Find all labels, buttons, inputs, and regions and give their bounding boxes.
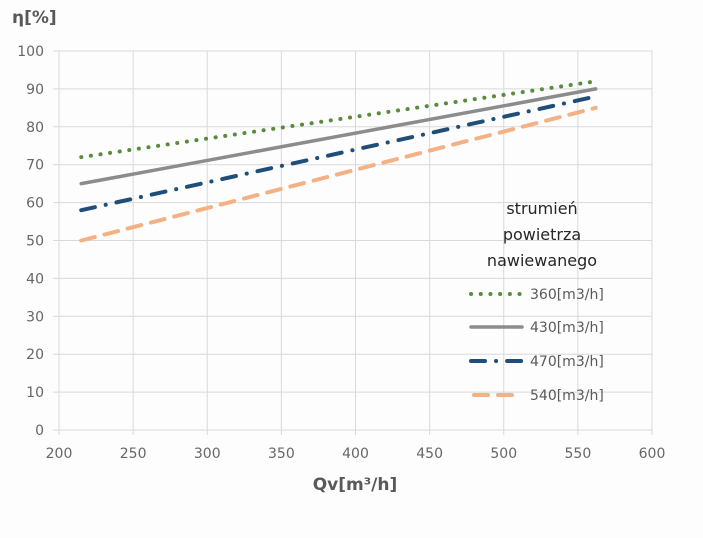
y-tick-label: 0 — [35, 423, 44, 439]
legend-label: 430[m3/h] — [530, 320, 604, 336]
y-tick-label: 40 — [26, 271, 44, 287]
x-tick-label: 600 — [639, 446, 666, 462]
y-tick-label: 70 — [26, 158, 44, 174]
x-axis-ticks: 200 250 300 350 400 450 500 550 600 — [46, 446, 666, 462]
y-tick-label: 90 — [26, 82, 44, 98]
legend-label: 540[m3/h] — [530, 388, 604, 404]
x-tick-label: 350 — [268, 446, 295, 462]
legend-title-line-3: nawiewanego — [487, 251, 597, 270]
y-tick-label: 80 — [26, 120, 44, 136]
y-tick-label: 10 — [26, 385, 44, 401]
y-axis-ticks: 0 10 20 30 40 50 60 70 80 90 100 — [17, 44, 44, 439]
x-tick-label: 300 — [194, 446, 221, 462]
y-tick-label: 50 — [26, 234, 44, 250]
x-tick-label: 200 — [46, 446, 73, 462]
legend-title-line-2: powietrza — [503, 225, 581, 244]
series-lines — [79, 79, 598, 243]
x-axis-title: Qv[m³/h] — [313, 475, 398, 495]
series-line-430[m3/h] — [79, 87, 598, 186]
y-tick-label: 30 — [26, 309, 44, 325]
y-tick-label: 100 — [17, 44, 44, 60]
x-tick-label: 500 — [490, 446, 517, 462]
x-tick-label: 450 — [416, 446, 443, 462]
y-tick-label: 60 — [26, 196, 44, 212]
x-tick-label: 250 — [120, 446, 147, 462]
legend-title-line-1: strumień — [506, 199, 577, 218]
x-tick-label: 400 — [342, 446, 369, 462]
x-tick-label: 550 — [565, 446, 592, 462]
y-axis-title: η[%] — [12, 8, 57, 28]
grid — [53, 50, 653, 435]
legend: strumień powietrza nawiewanego 360[m3/h]… — [469, 199, 604, 404]
series-line-470[m3/h] — [79, 94, 598, 213]
series-line-360[m3/h] — [79, 79, 598, 160]
y-tick-label: 20 — [26, 347, 44, 363]
legend-label: 360[m3/h] — [530, 287, 604, 303]
legend-label: 470[m3/h] — [530, 354, 604, 370]
series-line-540[m3/h] — [79, 105, 598, 243]
